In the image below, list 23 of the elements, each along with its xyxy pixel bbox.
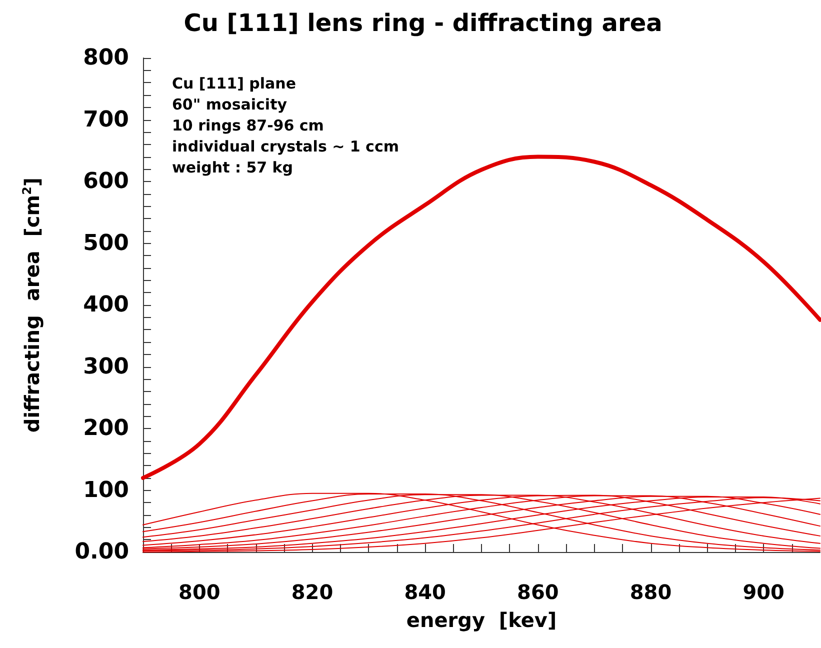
annotation: Cu [111] plane bbox=[172, 74, 296, 92]
y-tick-label: 400 bbox=[83, 292, 129, 318]
y-tick-label: 100 bbox=[83, 478, 129, 503]
y-tick-label: 600 bbox=[83, 169, 129, 194]
x-tick-label: 900 bbox=[742, 580, 784, 604]
x-tick-label: 880 bbox=[630, 580, 672, 604]
annotation: 10 rings 87-96 cm bbox=[172, 116, 324, 134]
x-tick-label: 820 bbox=[291, 580, 334, 604]
y-axis-title: diffracting area [cm2] bbox=[20, 177, 44, 433]
annotation: 60" mosaicity bbox=[172, 96, 288, 114]
y-tick-label: 200 bbox=[83, 416, 129, 441]
y-tick-label: 500 bbox=[83, 230, 129, 256]
annotation: individual crystals ~ 1 ccm bbox=[172, 138, 399, 156]
x-tick-label: 840 bbox=[404, 580, 446, 604]
chart-title: Cu [111] lens ring - diffracting area bbox=[184, 9, 662, 37]
y-tick-label: 800 bbox=[83, 46, 129, 70]
annotation: weight : 57 kg bbox=[172, 158, 294, 176]
y-tick-label: 700 bbox=[83, 107, 129, 132]
y-tick-label: 0.00 bbox=[74, 540, 129, 564]
x-axis-title: energy [kev] bbox=[406, 608, 557, 632]
x-tick-label: 860 bbox=[517, 580, 559, 604]
y-tick-label: 300 bbox=[83, 354, 129, 380]
x-tick-label: 800 bbox=[178, 580, 220, 604]
